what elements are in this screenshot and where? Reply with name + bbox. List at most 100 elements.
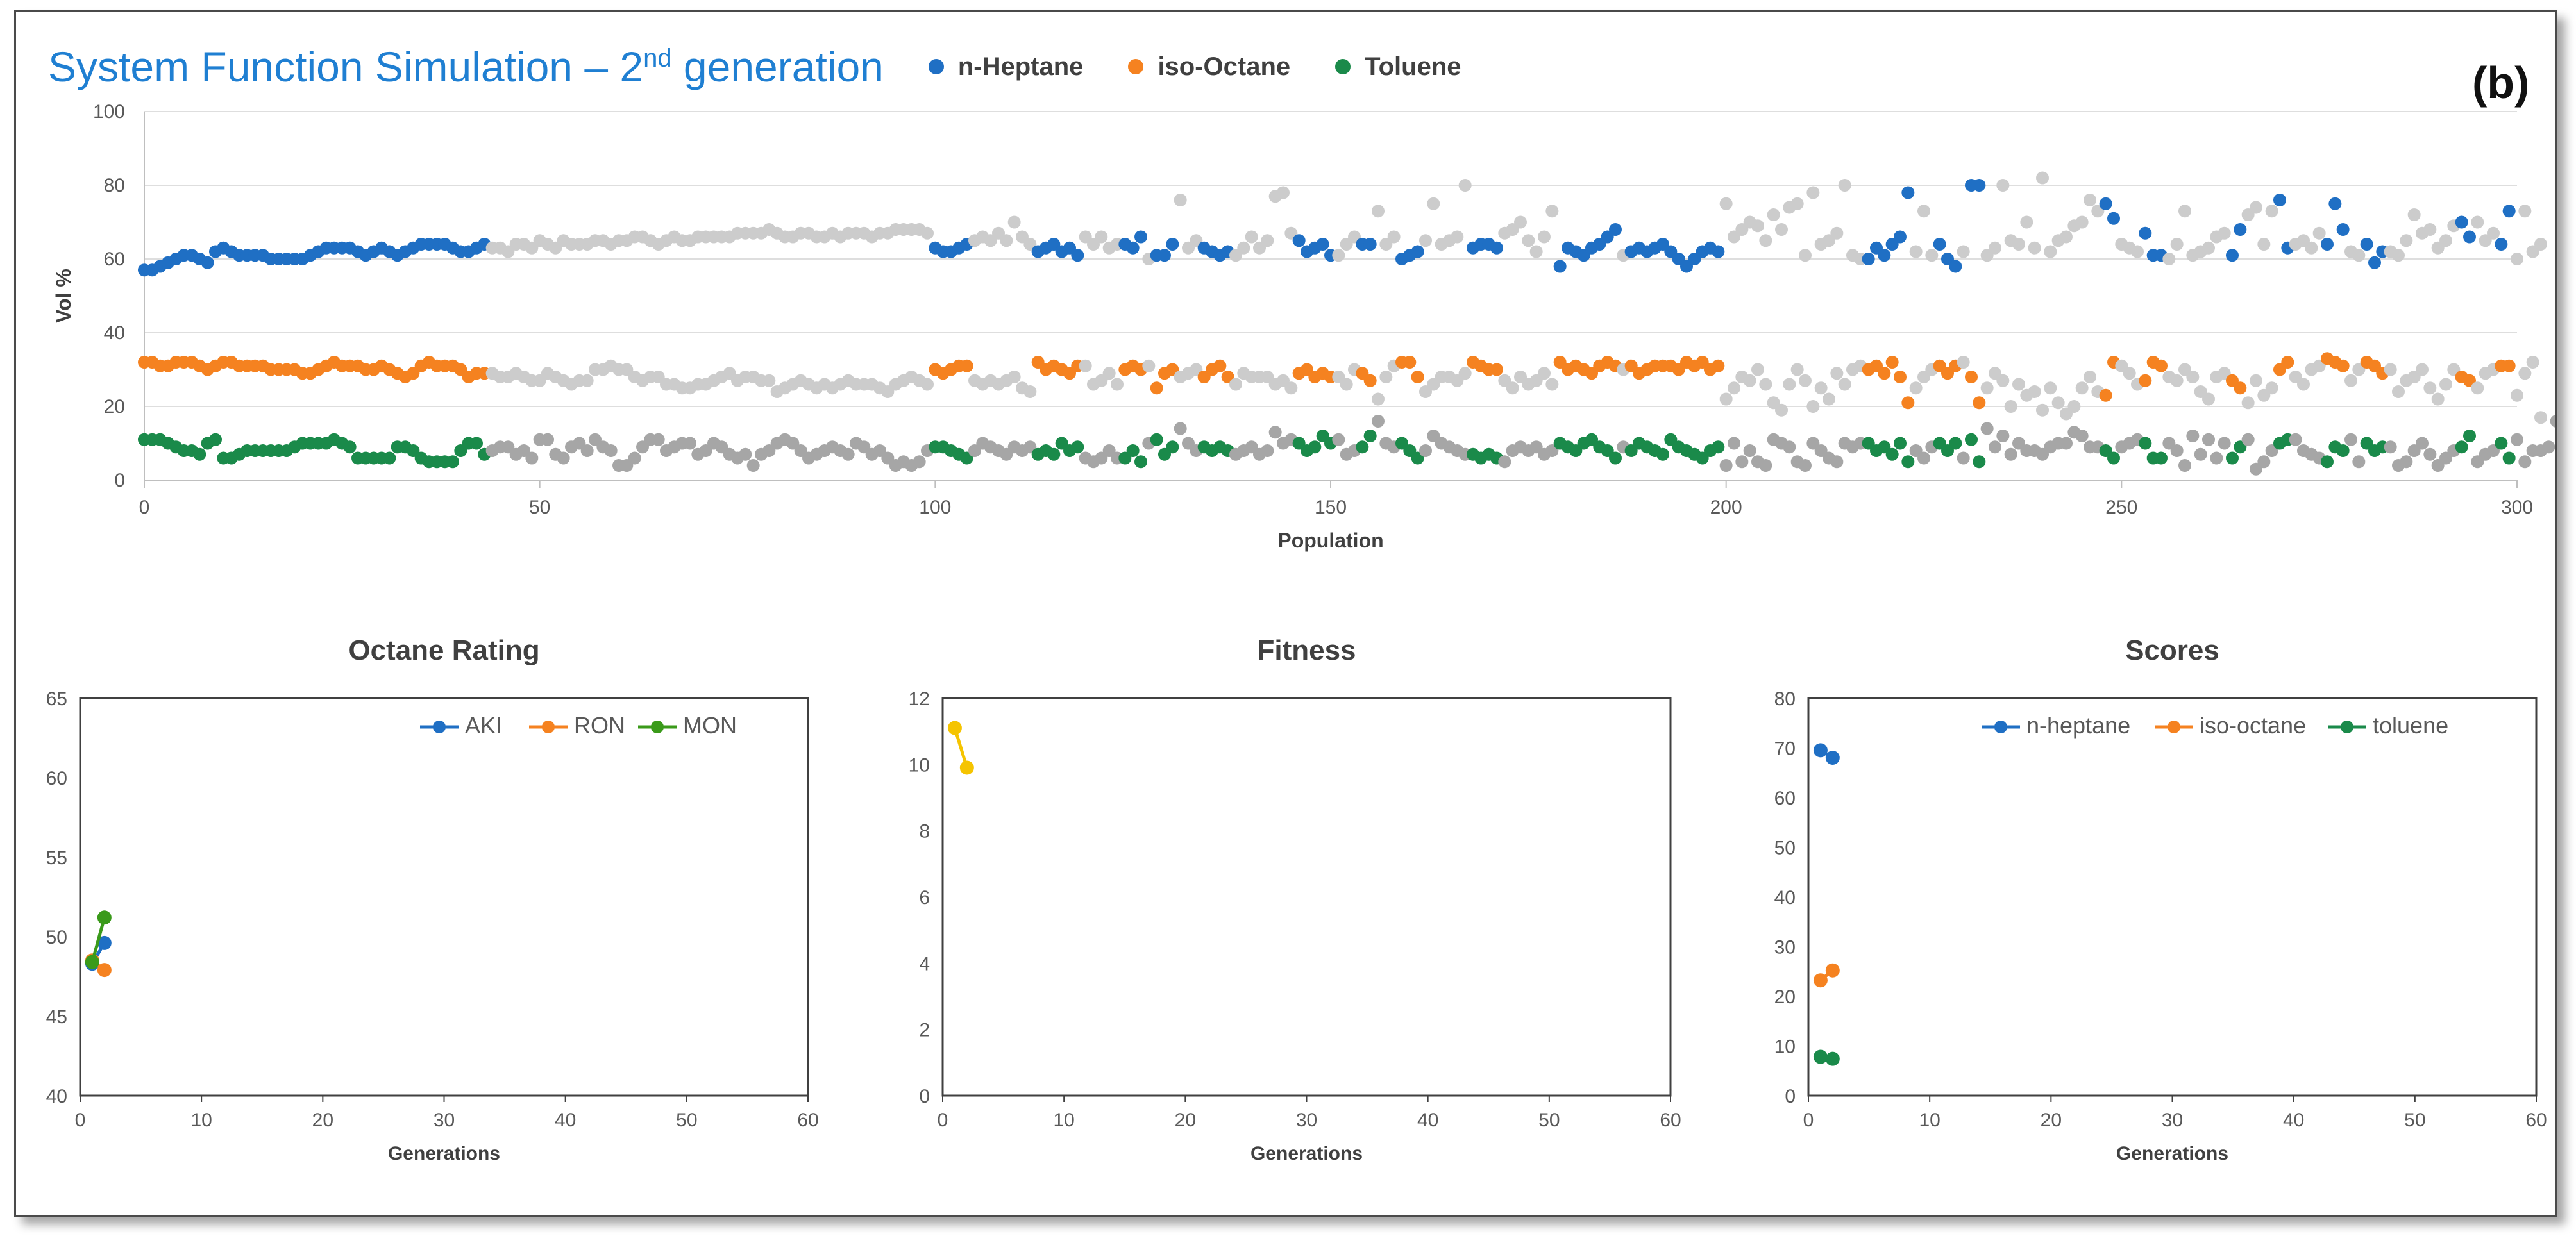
series-scores-iso-octane: [1813, 963, 1840, 988]
point-n-heptane-118: [1071, 249, 1084, 262]
point-iso-octane-248: [2099, 388, 2112, 402]
xtick-scores-30: 30: [2162, 1110, 2183, 1131]
point-toluene-299: [2502, 451, 2516, 465]
point-iso-octane-136: [1213, 359, 1227, 372]
point-n-heptane-158: [1387, 230, 1401, 244]
xtick-pop-100: 100: [919, 497, 951, 518]
point-toluene-199: [1712, 440, 1725, 454]
point-iso-octane-302: [2526, 356, 2539, 369]
point-n-heptane-264: [2226, 249, 2239, 262]
point-toluene-128: [1150, 433, 1163, 446]
point-toluene-192: [1656, 447, 1669, 461]
ytick-octane-55: 55: [46, 848, 67, 869]
point-n-heptane-140: [1245, 230, 1258, 244]
point-toluene-221: [1885, 447, 1899, 461]
point-n-heptane-256: [2162, 253, 2176, 265]
point-n-heptane-268: [2257, 238, 2271, 251]
point-n-heptane-186: [1609, 223, 1622, 236]
point-n-heptane-207: [1775, 223, 1788, 236]
ytick-fitness-8: 8: [919, 821, 930, 842]
point-iso-octane-257: [2170, 374, 2184, 387]
xtick-pop-150: 150: [1315, 497, 1347, 518]
point-n-heptane-139: [1237, 241, 1250, 255]
point-n-heptane-146: [1292, 234, 1306, 247]
legend-marker-scores-2: [2341, 721, 2353, 733]
point-toluene-304: [2542, 440, 2555, 454]
xtick-fitness-60: 60: [1660, 1110, 1681, 1131]
point-toluene-258: [2178, 459, 2191, 472]
point-iso-octane-289: [2423, 381, 2437, 395]
point-toluene-59: [604, 444, 618, 457]
ytick-fitness-10: 10: [909, 755, 930, 776]
point-n-heptane-205: [1759, 234, 1772, 247]
point-toluene-293: [2455, 440, 2468, 454]
point-fitness-fitness-1: [959, 760, 974, 775]
series-pop-toluene: [138, 415, 2555, 476]
point-iso-octane-245: [2075, 381, 2089, 395]
point-iso-octane-112: [1023, 385, 1037, 398]
point-scores-n-heptane-1: [1825, 751, 1840, 765]
point-n-heptane-109: [1000, 234, 1013, 247]
xlabel-fitness: Generations: [1250, 1143, 1363, 1164]
point-n-heptane-200: [1719, 197, 1733, 210]
point-n-heptane-249: [2107, 212, 2120, 225]
point-iso-octane-235: [1996, 374, 2010, 387]
point-iso-octane-203: [1743, 374, 1756, 387]
point-n-heptane-235: [1996, 179, 2010, 192]
point-n-heptane-289: [2423, 223, 2437, 236]
point-toluene-77: [746, 459, 760, 472]
figure-frame: System Function Simulation – 2nd generat…: [14, 10, 2557, 1217]
point-toluene-131: [1174, 422, 1187, 435]
point-iso-octane-261: [2202, 392, 2215, 406]
point-iso-octane-244: [2067, 400, 2081, 413]
point-iso-octane-233: [1980, 381, 1994, 395]
point-iso-octane-284: [2384, 363, 2397, 376]
title-row: System Function Simulation – 2nd generat…: [48, 31, 1461, 102]
point-n-heptane-209: [1790, 197, 1804, 210]
point-toluene-243: [2060, 437, 2073, 450]
point-iso-octane-79: [762, 374, 776, 387]
legend-label-n-heptane: n-Heptane: [957, 52, 1084, 81]
point-iso-octane-290: [2431, 392, 2445, 406]
point-iso-octane-212: [1814, 381, 1828, 395]
point-iso-octane-199: [1712, 359, 1725, 372]
point-n-heptane-274: [2305, 241, 2318, 255]
point-n-heptane-204: [1751, 219, 1764, 233]
point-n-heptane-163: [1427, 197, 1440, 210]
point-iso-octane-295: [2471, 381, 2484, 395]
ytick-scores-10: 10: [1774, 1037, 1796, 1058]
ytick-octane-40: 40: [46, 1086, 67, 1107]
point-toluene-261: [2202, 433, 2215, 446]
point-n-heptane-298: [2495, 238, 2508, 251]
point-iso-octane-207: [1775, 403, 1788, 417]
point-iso-octane-210: [1799, 374, 1812, 387]
point-n-heptane-110: [1007, 215, 1021, 229]
point-n-heptane-177: [1538, 230, 1551, 244]
ytick-pop-100: 100: [93, 101, 125, 122]
ytick-pop-40: 40: [104, 322, 125, 344]
point-toluene-26: [343, 440, 357, 454]
point-n-heptane-252: [2131, 245, 2144, 258]
point-n-heptane-176: [1529, 245, 1543, 258]
point-n-heptane-144: [1277, 186, 1290, 199]
xtick-fitness-0: 0: [938, 1110, 948, 1131]
point-n-heptane-218: [1862, 253, 1875, 265]
point-iso-octane-200: [1719, 392, 1733, 406]
point-n-heptane-199: [1712, 245, 1725, 258]
point-toluene-53: [557, 451, 570, 465]
point-toluene-210: [1799, 459, 1812, 472]
point-toluene-51: [541, 433, 554, 446]
ytick-fitness-6: 6: [919, 887, 930, 908]
point-n-heptane-258: [2178, 205, 2191, 218]
point-n-heptane-277: [2328, 197, 2342, 210]
point-iso-octane-171: [1490, 363, 1503, 376]
point-iso-octane-128: [1150, 381, 1163, 395]
point-toluene-202: [1735, 455, 1749, 469]
point-fitness-fitness-0: [947, 721, 962, 735]
xtick-octane-30: 30: [434, 1110, 455, 1131]
point-scores-toluene-0: [1813, 1049, 1828, 1064]
point-n-heptane-299: [2502, 205, 2516, 218]
point-iso-octane-285: [2392, 385, 2405, 398]
point-iso-octane-299: [2502, 359, 2516, 372]
point-iso-octane-104: [960, 359, 973, 372]
